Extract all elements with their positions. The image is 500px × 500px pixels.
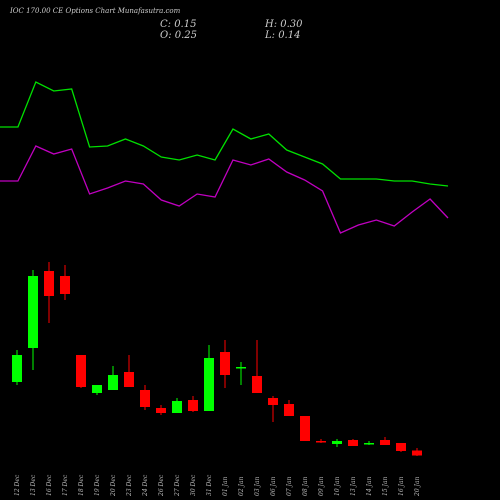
- candle-body: [268, 398, 278, 405]
- high-label: H: 0.30: [264, 19, 303, 30]
- candle-body: [204, 358, 214, 411]
- candle-body: [220, 352, 230, 375]
- x-tick-label: 07 Jan: [286, 476, 293, 496]
- x-tick-label: 10 Jan: [334, 476, 341, 496]
- candle-body: [76, 355, 86, 387]
- indicator-line: [0, 81, 449, 187]
- candle-body: [412, 450, 422, 456]
- candle-body: [236, 367, 246, 369]
- x-tick-label: 01 Jan: [222, 476, 229, 496]
- x-tick-label: 20 Dec: [110, 474, 117, 497]
- candle-body: [12, 355, 22, 382]
- candle-body: [28, 276, 38, 348]
- low-label: L: 0.14: [264, 30, 300, 41]
- x-tick-label: 14 Jan: [366, 476, 373, 496]
- x-tick-label: 15 Jan: [382, 476, 389, 496]
- x-tick-label: 19 Dec: [94, 474, 101, 496]
- x-tick-label: 13 Dec: [30, 474, 37, 496]
- x-tick-label: 26 Dec: [158, 474, 165, 497]
- close-label: C: 0.15: [160, 19, 196, 30]
- x-tick-label: 27 Dec: [174, 474, 181, 497]
- x-tick-label: 06 Jan: [270, 476, 277, 496]
- x-tick-label: 31 Dec: [206, 474, 213, 496]
- x-tick-label: 30 Dec: [190, 474, 197, 496]
- candle-body: [396, 443, 406, 451]
- candle-body: [252, 376, 262, 393]
- candle-body: [156, 408, 166, 413]
- candle-body: [172, 401, 182, 413]
- candle-body: [348, 440, 358, 446]
- candle-body: [316, 441, 326, 443]
- candle-body: [140, 390, 150, 407]
- candle-body: [332, 441, 342, 444]
- open-label: O: 0.25: [160, 30, 197, 41]
- x-tick-label: 13 Jan: [350, 476, 357, 496]
- x-tick-label: 17 Dec: [62, 474, 69, 496]
- x-tick-label: 24 Dec: [142, 474, 149, 497]
- candle-body: [300, 416, 310, 441]
- candle-body: [380, 440, 390, 445]
- x-tick-label: 03 Jan: [254, 476, 261, 496]
- x-tick-label: 08 Jan: [302, 476, 309, 496]
- indicator-line: [0, 145, 449, 234]
- candle-body: [60, 276, 70, 294]
- x-tick-label: 20 Jan: [414, 476, 421, 497]
- x-tick-label: 23 Dec: [126, 474, 133, 497]
- x-tick-label: 12 Dec: [14, 474, 21, 496]
- x-tick-label: 09 Jan: [318, 476, 325, 496]
- candle-body: [364, 443, 374, 445]
- x-tick-label: 16 Jan: [398, 476, 405, 496]
- x-tick-label: 02 Jan: [238, 476, 245, 496]
- candle-body: [108, 375, 118, 390]
- candle-body: [284, 404, 294, 416]
- candle-body: [44, 271, 54, 296]
- candle-body: [188, 400, 198, 411]
- chart-title: IOC 170.00 CE Options Chart Munafasutra.…: [9, 7, 181, 15]
- candle-body: [92, 385, 102, 393]
- candle-body: [124, 372, 134, 387]
- x-tick-label: 16 Dec: [46, 474, 53, 496]
- x-tick-label: 18 Dec: [78, 474, 85, 496]
